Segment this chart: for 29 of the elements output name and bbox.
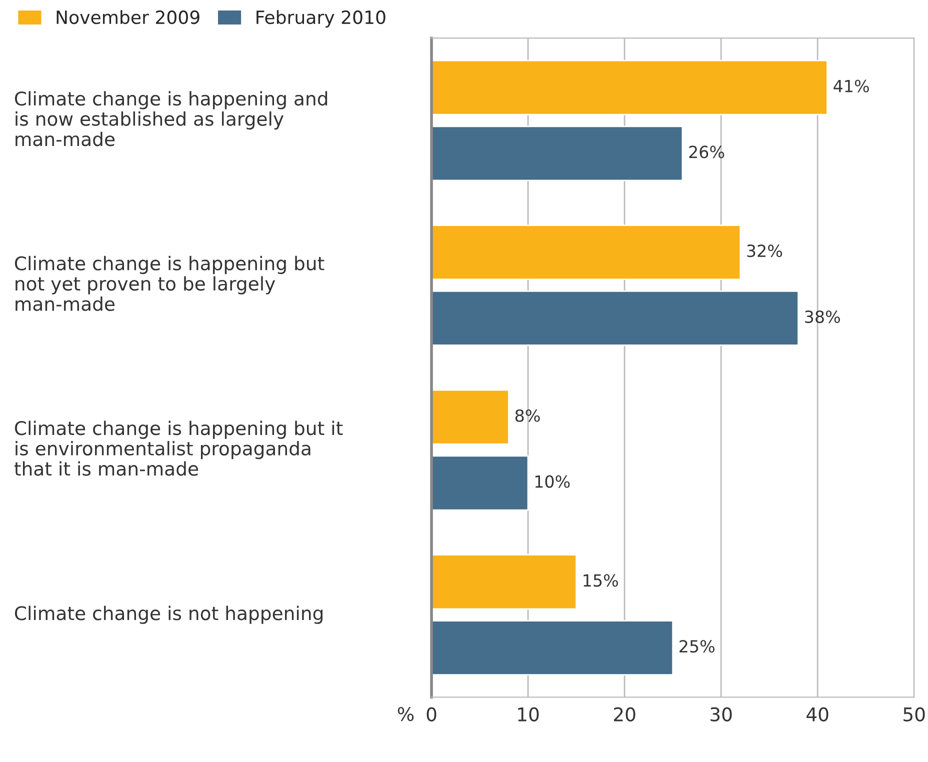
data-label: 26% xyxy=(689,146,724,158)
bar xyxy=(432,290,799,346)
x-tick-label: 0 xyxy=(426,707,436,722)
x-tick-label: 10 xyxy=(518,707,539,722)
y-tick-label: Climate change is happening but not yet proven to be largely man-made xyxy=(14,256,324,311)
bar xyxy=(432,224,742,280)
x-tick-label: 40 xyxy=(806,707,828,722)
legend-label: February 2010 xyxy=(256,10,386,28)
legend-label: November 2009 xyxy=(56,10,200,24)
bar xyxy=(432,126,684,182)
bar xyxy=(432,389,510,445)
data-label: 38% xyxy=(805,310,840,324)
bar xyxy=(432,455,529,511)
bar xyxy=(432,620,674,676)
y-tick-label: Climate change is not happening xyxy=(14,606,322,624)
x-axis-title: % xyxy=(398,706,414,722)
y-tick-label: Climate change is happening but it is environmentalist propaganda that it is man-made xyxy=(14,420,343,476)
x-tick-label: 30 xyxy=(710,707,732,722)
data-label: 10% xyxy=(535,475,570,488)
data-label: 25% xyxy=(680,640,714,653)
y-tick-label: Climate change is happening and is now established as largely man-made xyxy=(14,91,328,146)
data-label: 32% xyxy=(747,244,782,258)
x-tick-label: 50 xyxy=(904,707,925,722)
data-label: 41% xyxy=(834,80,869,92)
x-tick-label: 20 xyxy=(614,707,636,722)
bar xyxy=(432,554,577,610)
data-label: 8% xyxy=(515,409,540,422)
data-label: 15% xyxy=(584,574,618,587)
bar xyxy=(432,60,828,116)
